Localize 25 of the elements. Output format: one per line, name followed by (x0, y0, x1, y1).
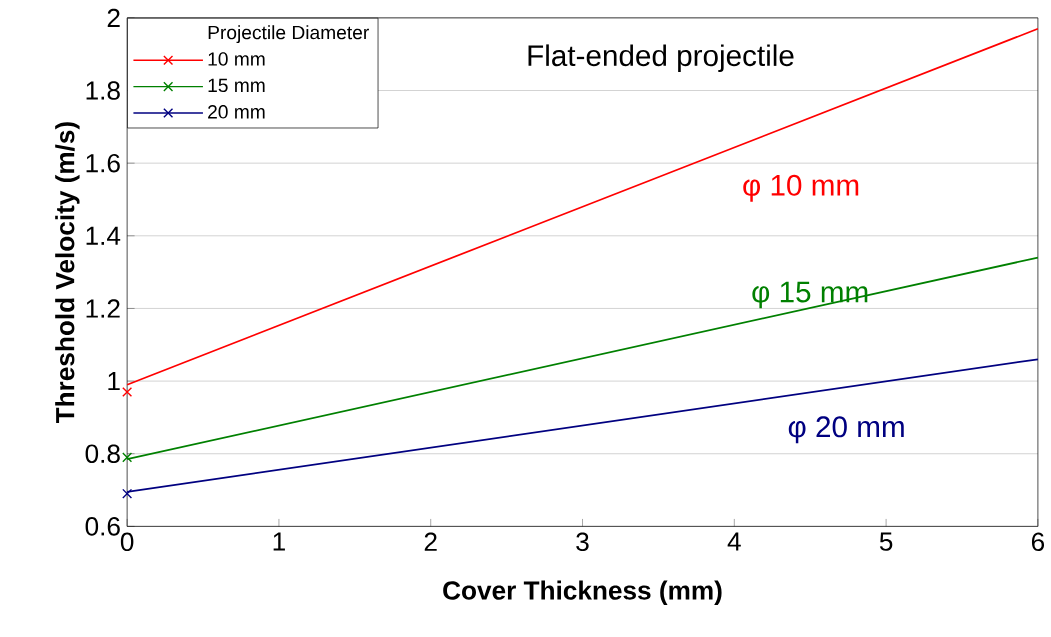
legend-label: 20 mm (208, 105, 265, 119)
x-tick-label: 6 (1031, 532, 1045, 552)
y-tick-label: 1.4 (86, 226, 121, 245)
y-tick-label: 0.6 (85, 517, 120, 536)
y-axis-title: Threshold Velocity (m/s) (55, 122, 80, 424)
annotation: φ 20 mm (788, 416, 904, 444)
y-tick-label: 1.8 (86, 81, 120, 100)
annotation: φ 15 mm (752, 281, 868, 309)
x-axis-title: Cover Thickness (mm) (443, 580, 722, 606)
y-tick-label: 1.6 (86, 154, 120, 173)
x-tick-label: 5 (879, 532, 893, 551)
annotation: Flat-ended projectile (528, 44, 794, 73)
y-tick-label: 0.8 (85, 444, 120, 464)
legend-title: Projectile Diameter (208, 25, 369, 44)
x-tick-label: 1 (273, 532, 285, 551)
annotation: φ 10 mm (743, 174, 859, 202)
y-tick-label: 1 (108, 372, 120, 391)
x-tick-label: 3 (576, 532, 589, 552)
legend-label: 10 mm (208, 52, 265, 66)
y-tick-label: 1.2 (86, 299, 120, 318)
y-tick-label: 2 (107, 8, 120, 28)
legend-label: 15 mm (208, 78, 265, 93)
x-tick-label: 2 (424, 532, 437, 552)
x-tick-label: 0 (120, 532, 134, 552)
x-tick-label: 4 (727, 532, 741, 551)
